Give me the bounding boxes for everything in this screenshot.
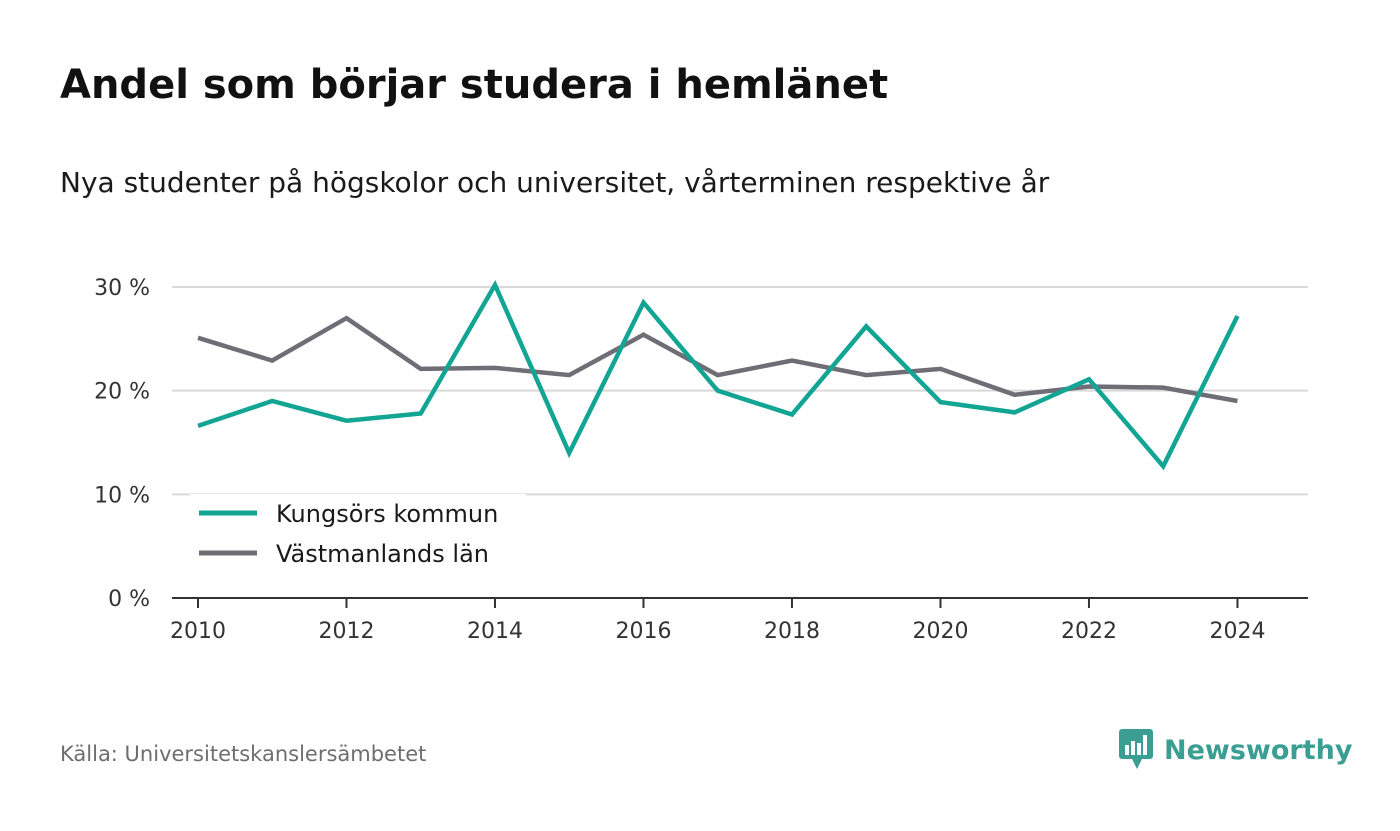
- y-tick-label: 30 %: [94, 276, 150, 301]
- chart-title: Andel som börjar studera i hemlänet: [60, 62, 889, 108]
- x-tick-label: 2018: [764, 619, 820, 644]
- chart-subtitle: Nya studenter på högskolor och universit…: [60, 166, 1050, 199]
- legend-background: [190, 494, 526, 580]
- x-tick-label: 2020: [912, 619, 968, 644]
- x-tick-label: 2022: [1061, 619, 1117, 644]
- series-line-kungsors-kommun: [197, 279, 1240, 471]
- x-tick-label: 2024: [1209, 619, 1265, 644]
- legend: Kungsörs kommun Västmanlands län: [190, 494, 526, 580]
- y-tick-label: 10 %: [94, 483, 150, 508]
- source-note: Källa: Universitetskanslersämbetet: [60, 742, 427, 766]
- legend-item-kungsors-kommun: Kungsörs kommun: [276, 500, 498, 528]
- series-lines: [197, 279, 1240, 471]
- axes: 0 % 10 % 20 % 30 % 2010 2012 2014 2016 2018 2020 2…: [94, 276, 1308, 644]
- y-tick-label: 20 %: [94, 380, 150, 405]
- brand-logo: Newsworthy: [1118, 728, 1352, 772]
- brand-name: Newsworthy: [1164, 734, 1353, 766]
- x-tick-label: 2014: [467, 619, 523, 644]
- x-tick-label: 2016: [615, 619, 671, 644]
- x-tick-label: 2012: [318, 619, 374, 644]
- y-tick-label: 0 %: [108, 587, 150, 612]
- x-tick-label: 2010: [170, 619, 226, 644]
- legend-item-vastmanlands-lan: Västmanlands län: [276, 540, 489, 568]
- newsworthy-logo-icon: [1119, 729, 1153, 769]
